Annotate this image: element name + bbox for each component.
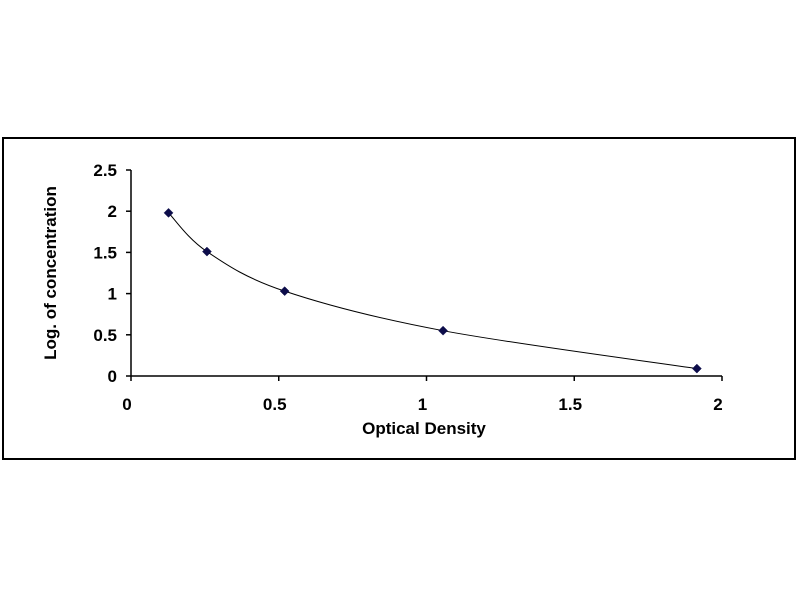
chart-frame (2, 137, 796, 460)
y-tick-label: 2 (108, 202, 117, 221)
y-tick-label: 2.5 (93, 161, 117, 180)
x-tick-label: 0.5 (263, 395, 287, 414)
data-point (202, 246, 212, 257)
y-tick-label: 0 (108, 367, 117, 386)
fit-curve (168, 212, 697, 370)
x-tick-label: 1.5 (558, 395, 582, 414)
x-tick-label: 1 (418, 395, 427, 414)
data-point (279, 286, 290, 296)
x-tick-label: 0 (122, 395, 131, 414)
x-tick-label: 2 (713, 395, 722, 414)
y-tick-label: 1.5 (93, 243, 117, 262)
data-point (438, 325, 448, 336)
data-point (163, 207, 174, 218)
x-axis-title: Optical Density (362, 419, 486, 438)
data-point (692, 363, 702, 374)
y-tick-label: 0.5 (93, 326, 117, 345)
y-tick-label: 1 (108, 285, 117, 304)
y-axis-title: Log. of concentration (41, 186, 60, 360)
